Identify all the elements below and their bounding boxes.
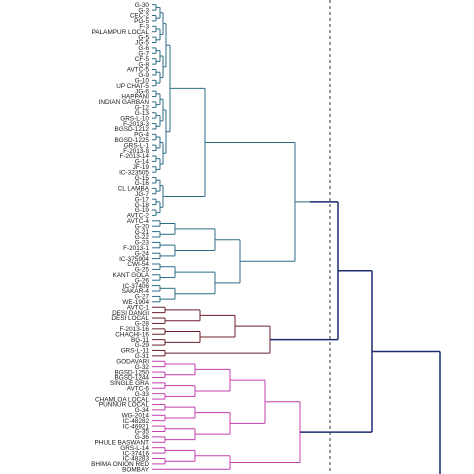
leaf-label: G-30 xyxy=(135,2,150,9)
leaf-label: WG-2014 xyxy=(122,412,150,419)
leaf-label: JG-7 xyxy=(135,191,149,198)
leaf-label: CEC-2 xyxy=(130,13,150,20)
leaf-label: AVTC-6 xyxy=(127,385,150,392)
leaf-label: G-8 xyxy=(138,61,149,68)
leaf-label: JF-19 xyxy=(133,164,150,171)
leaf-label: G-29 xyxy=(135,342,150,349)
leaf-label: IC-37416 xyxy=(123,450,150,457)
leaf-label: CHAMLOA LOCAL xyxy=(95,396,149,403)
leaf-label: IC-375904 xyxy=(119,256,149,263)
leaf-label: PG-5 xyxy=(134,18,149,25)
dendrogram-branches xyxy=(152,4,441,474)
leaf-label: CF-5 xyxy=(135,56,150,63)
leaf-label: BG-11 xyxy=(131,337,149,344)
leaf-label: G-26 xyxy=(135,277,150,284)
leaf-label: SAKAR-4 xyxy=(122,288,150,295)
leaf-label: CHACHI-16 xyxy=(115,331,149,338)
leaf-label: G-14 xyxy=(135,159,150,166)
leaf-label: AVTC-5 xyxy=(127,67,150,74)
leaf-label: G-9 xyxy=(138,72,149,79)
leaf-label: IC-46921 xyxy=(123,423,150,430)
leaf-label: G-16 xyxy=(135,180,150,187)
leaf-label: G-6 xyxy=(138,45,149,52)
leaf-label: G-36 xyxy=(135,434,150,441)
leaf-label: G-24 xyxy=(135,250,150,257)
leaf-label: BHIMA ONION RED xyxy=(91,461,149,468)
leaf-label: IC-48283 xyxy=(123,456,150,463)
leaf-label: F-2013-16 xyxy=(120,326,150,333)
leaf-label: GODAVARI xyxy=(116,358,149,365)
leaf-label: BGSD-1212 xyxy=(115,126,150,133)
leaf-label: AVTC-4 xyxy=(127,218,150,225)
leaf-label: F-2013-1 xyxy=(123,245,149,252)
leaf-label: DESI DANGI xyxy=(112,310,149,317)
leaf-label: DESI LOCAL xyxy=(111,315,149,322)
leaf-label: F-2013-14 xyxy=(120,153,150,160)
leaf-label: GRS-L-11 xyxy=(121,348,150,355)
leaf-label: F-3 xyxy=(139,24,149,31)
leaf-label: G-10 xyxy=(135,78,150,85)
leaf-label: KANT GOLA xyxy=(113,272,150,279)
leaf-label: G-3 xyxy=(138,7,149,14)
leaf-label: G-17 xyxy=(135,196,150,203)
leaf-label: BGSD-1250 xyxy=(115,369,150,376)
leaf-label: PG-4 xyxy=(134,132,149,139)
leaf-label: JG-5 xyxy=(135,40,149,47)
leaf-label: F-2013-3 xyxy=(123,121,149,128)
leaf-label: G-20 xyxy=(135,223,150,230)
leaf-label: G-34 xyxy=(135,407,150,414)
leaf-label: IC-48282 xyxy=(123,418,150,425)
leaf-label: GRS-L-14 xyxy=(120,445,149,452)
leaf-label: G-32 xyxy=(135,364,150,371)
leaf-label: G-19 xyxy=(135,207,150,214)
leaf-label: G-23 xyxy=(135,240,150,247)
leaf-label: PHULE BASWANT xyxy=(95,439,150,446)
leaf-label: G-15 xyxy=(135,175,150,182)
leaf-label: F-2013-8 xyxy=(123,148,149,155)
leaf-label: G-7 xyxy=(138,51,149,58)
leaf-label: AVTC-2 xyxy=(127,213,150,220)
leaf-label: G-35 xyxy=(135,429,150,436)
leaf-label: G-22 xyxy=(135,234,150,241)
leaf-label: BOMBAY xyxy=(122,466,150,473)
leaf-label: GRS-L-10 xyxy=(120,115,149,122)
leaf-label: BGSD-1244 xyxy=(115,375,150,382)
leaf-label: G-5 xyxy=(138,34,149,41)
leaf-label: G-21 xyxy=(135,229,150,236)
leaf-label: JG-6 xyxy=(135,88,149,95)
leaf-label: G-33 xyxy=(135,391,150,398)
leaf-label: PALAMPUR LOCAL xyxy=(92,29,150,36)
leaf-label: G-13 xyxy=(135,110,150,117)
leaf-label: PUNNUR LOCAL xyxy=(99,402,150,409)
leaf-label: G-27 xyxy=(135,294,150,301)
leaf-label: G-25 xyxy=(135,267,150,274)
leaf-label: BGSD-1225 xyxy=(115,137,150,144)
leaf-label: IC-323505 xyxy=(119,169,149,176)
leaf-label: IC-37406 xyxy=(123,283,150,290)
leaf-label: UP CHAT-5 xyxy=(116,83,149,90)
leaf-label: CL LAMBA xyxy=(118,186,150,193)
leaf-label: CWI-54 xyxy=(127,261,149,268)
leaf-label: G-12 xyxy=(135,105,150,112)
leaf-label: AVTC-1 xyxy=(127,304,150,311)
leaf-label: GRS-L-1 xyxy=(124,142,150,149)
leaf-label: G-31 xyxy=(135,353,150,360)
leaf-label: WE-1904 xyxy=(122,299,149,306)
leaf-label: G-28 xyxy=(135,321,150,328)
leaf-label: INDIAN GARBAN xyxy=(99,99,150,106)
leaf-label: G-18 xyxy=(135,202,150,209)
leaf-label: HAPPANI xyxy=(121,94,149,101)
leaf-label: SINGLE GRA xyxy=(110,380,150,387)
